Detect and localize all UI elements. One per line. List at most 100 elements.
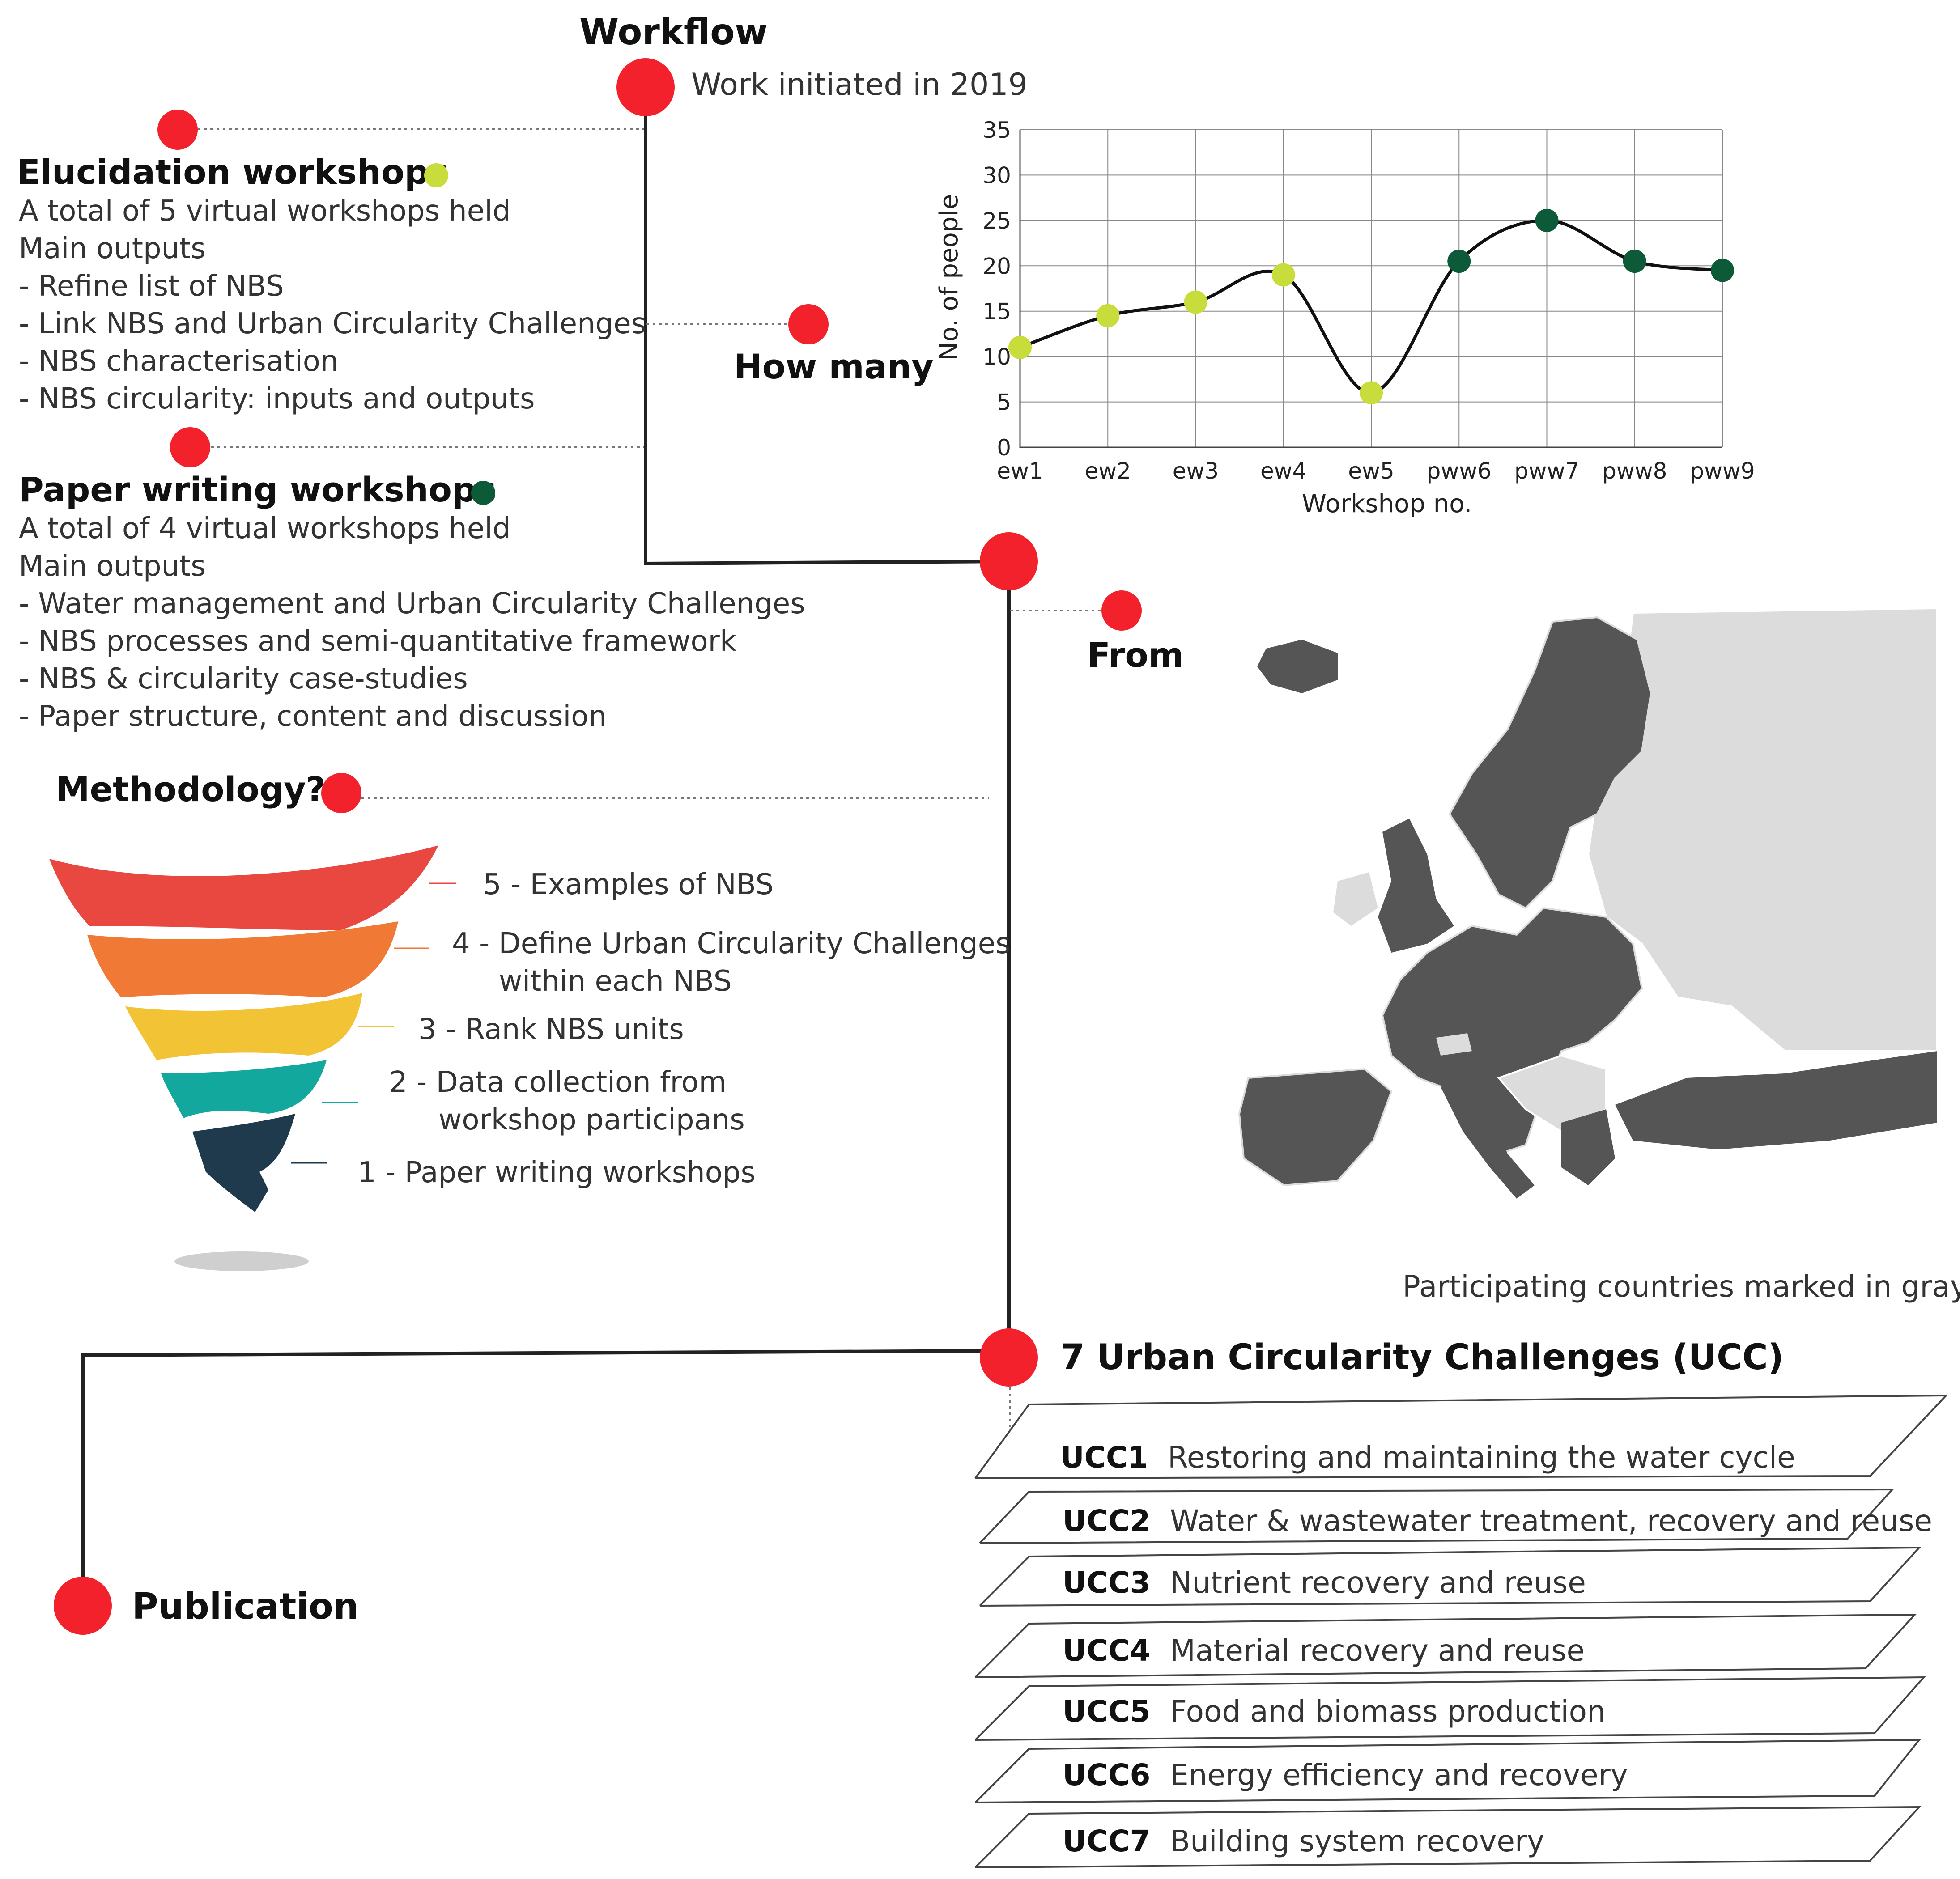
funnel-layer-5	[49, 845, 438, 930]
map-turkey	[1615, 1051, 1937, 1149]
chart-y-tick-label: 30	[982, 162, 1011, 188]
europe-map	[1238, 607, 1937, 1199]
chart-x-axis-label: Workshop no.	[1302, 489, 1472, 518]
ucc-text: Food and biomass production	[1170, 1694, 1606, 1729]
map-caption: Participating countries marked in gray	[1403, 1269, 1960, 1304]
elucidation-details: A total of 5 virtual workshops held Main…	[19, 192, 646, 418]
funnel-layer-2	[161, 1060, 327, 1118]
chart-x-tick-label: ew2	[1085, 458, 1131, 484]
list-item: - Refine list of NBS	[19, 270, 284, 303]
paper-writing-count: A total of 4 virtual workshops held	[19, 512, 511, 545]
methodology-step-3: 3 - Rank NBS units	[418, 1013, 684, 1046]
paper-writing-marker	[170, 427, 210, 467]
chart-point-pww7	[1535, 208, 1559, 232]
elucidation-marker	[157, 110, 198, 150]
chart-x-tick-label: ew1	[997, 458, 1043, 484]
methodology-marker	[321, 773, 361, 813]
from-junction-marker	[980, 532, 1038, 590]
ucc-code: UCC1	[1060, 1440, 1148, 1475]
map-italy	[1441, 1078, 1535, 1199]
map-uk	[1378, 819, 1454, 953]
ucc-stacked-planes	[974, 1394, 1948, 1868]
ucc-item-1: UCC1 Restoring and maintaining the water …	[1060, 1440, 1795, 1475]
ucc-text: Restoring and maintaining the water cycl…	[1168, 1440, 1795, 1475]
list-item: - Water management and Urban Circularity…	[19, 587, 805, 620]
ucc-text: Water & wastewater treatment, recovery a…	[1170, 1504, 1932, 1538]
elucidation-outputs-list: - Refine list of NBS - Link NBS and Urba…	[19, 267, 646, 418]
methodology-step-5: 5 - Examples of NBS	[483, 868, 774, 901]
chart-x-tick-label: pww7	[1514, 458, 1579, 484]
chart-grid	[1019, 129, 1723, 448]
chart-axes	[1019, 130, 1722, 448]
workflow-title: Workflow	[579, 11, 768, 53]
chart-point-ew1	[1008, 335, 1032, 359]
elucidation-title: Elucidation workshops	[17, 152, 449, 192]
methodology-step-4: 4 - Define Urban Circularity Challenges	[452, 927, 1011, 960]
chart-y-tick-label: 35	[982, 117, 1011, 143]
ucc-text: Material recovery and reuse	[1170, 1633, 1585, 1668]
chart-y-tick-label: 10	[982, 344, 1011, 370]
elucidation-outputs-heading: Main outputs	[19, 232, 206, 265]
elucidation-count: A total of 5 virtual workshops held	[19, 195, 511, 228]
attendance-chart: 0 5 10 15 20 25 30 35 ew1 ew2 ew3 ew4 ew5 pww6 pww7 pw…	[935, 117, 1755, 518]
chart-y-tick-label: 25	[982, 208, 1011, 234]
publication-label: Publication	[132, 1586, 359, 1627]
chart-x-tick-label: pww9	[1690, 458, 1755, 484]
funnel-layer-1	[192, 1114, 295, 1212]
paper-writing-title: Paper writing workshops	[19, 470, 497, 509]
list-item: - NBS & circularity case-studies	[19, 662, 468, 696]
ucc-item-5: UCC5 Food and biomass production	[1063, 1694, 1606, 1729]
ucc-item-7: UCC7 Building system recovery	[1063, 1824, 1544, 1858]
chart-points	[1008, 208, 1734, 405]
workflow-start-marker	[616, 58, 675, 116]
chart-x-tick-label: ew3	[1173, 458, 1219, 484]
ucc-item-6: UCC6 Energy efficiency and recovery	[1063, 1758, 1628, 1792]
map-iceland	[1257, 640, 1338, 693]
list-item: - Paper structure, content and discussio…	[19, 700, 607, 733]
methodology-step-4-cont: within each NBS	[499, 965, 732, 998]
workflow-start-text: Work initiated in 2019	[691, 67, 1028, 102]
ucc-code: UCC6	[1063, 1758, 1151, 1792]
how-many-label: How many	[734, 347, 934, 386]
chart-point-pww9	[1711, 259, 1734, 282]
chart-point-ew3	[1184, 290, 1207, 314]
chart-point-ew2	[1096, 304, 1120, 327]
methodology-step-2: 2 - Data collection from	[389, 1066, 727, 1099]
funnel-layer-3	[125, 993, 362, 1060]
methodology-step-1: 1 - Paper writing workshops	[358, 1156, 756, 1189]
ucc-code: UCC7	[1063, 1824, 1151, 1858]
methodology-title: Methodology?	[56, 769, 326, 809]
map-scandinavia	[1448, 616, 1652, 909]
chart-x-tick-label: ew4	[1260, 458, 1306, 484]
chart-y-axis-label: No. of people	[935, 194, 964, 361]
list-item: - NBS processes and semi-quantitative fr…	[19, 625, 737, 658]
list-item: - NBS circularity: inputs and outputs	[19, 382, 535, 416]
paper-writing-outputs-list: - Water management and Urban Circularity…	[19, 585, 805, 735]
ucc-code: UCC5	[1063, 1694, 1151, 1729]
list-item: - Link NBS and Urban Circularity Challen…	[19, 307, 646, 340]
ucc-item-4: UCC4 Material recovery and reuse	[1063, 1633, 1585, 1668]
ucc-title: 7 Urban Circularity Challenges (UCC)	[1060, 1337, 1784, 1378]
ucc-text: Building system recovery	[1170, 1824, 1545, 1858]
funnel-layer-4	[87, 921, 398, 997]
chart-y-ticks: 0 5 10 15 20 25 30 35	[982, 117, 1011, 461]
methodology-funnel	[49, 845, 456, 1271]
chart-y-tick-label: 5	[997, 390, 1011, 416]
chart-x-tick-label: pww8	[1602, 458, 1667, 484]
map-iberia	[1238, 1068, 1393, 1187]
ucc-code: UCC4	[1063, 1633, 1151, 1668]
map-switzerland	[1436, 1033, 1472, 1056]
ucc-code: UCC3	[1063, 1565, 1151, 1600]
ucc-text: Energy efficiency and recovery	[1170, 1758, 1628, 1792]
paper-writing-outputs-heading: Main outputs	[19, 550, 206, 583]
from-marker	[1101, 590, 1142, 631]
map-ireland	[1333, 872, 1378, 926]
publication-marker	[54, 1577, 112, 1635]
chart-x-ticks: ew1 ew2 ew3 ew4 ew5 pww6 pww7 pww8 pww9	[997, 458, 1755, 484]
chart-y-tick-label: 20	[982, 253, 1011, 279]
ucc-text: Nutrient recovery and reuse	[1170, 1565, 1586, 1600]
chart-point-pww6	[1447, 250, 1471, 273]
chart-y-tick-label: 0	[997, 435, 1011, 461]
map-greece	[1561, 1109, 1615, 1185]
